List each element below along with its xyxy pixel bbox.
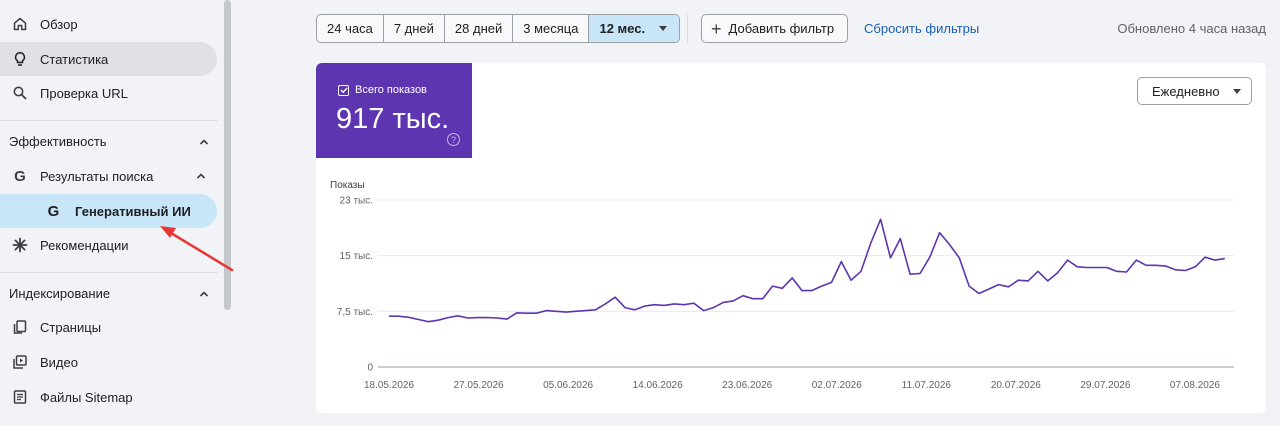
x-tick-label: 29.07.2026 (1080, 380, 1130, 391)
granularity-value: Ежедневно (1152, 83, 1220, 99)
x-tick-label: 23.06.2026 (722, 380, 772, 391)
section-title: Эффективность (9, 134, 107, 149)
add-filter-label: Добавить фильтр (728, 21, 835, 36)
sidebar-item-label: Генеративный ИИ (75, 203, 191, 219)
annotation-arrow (160, 226, 234, 272)
google-g-icon: G (14, 167, 26, 185)
series-line-impressions (389, 218, 1225, 323)
checkbox-checked-icon[interactable] (338, 84, 349, 96)
sidebar-item-recommendations[interactable]: Рекомендации (0, 228, 129, 262)
sidebar-item-generative-ai[interactable]: G Генеративный ИИ (0, 194, 217, 228)
x-tick-label: 02.07.2026 (812, 380, 862, 391)
metric-label-row: Всего показов (338, 84, 427, 96)
sidebar: Обзор Статистика Проверка URL Эффективно… (0, 0, 232, 426)
x-tick-label: 07.08.2026 (1170, 380, 1220, 391)
x-tick-label: 14.06.2026 (633, 380, 683, 391)
date-range-selector: 24 часа 7 дней 28 дней 3 месяца 12 мес. (316, 14, 681, 43)
sidebar-item-label: Видео (40, 354, 78, 370)
sidebar-scrollbar[interactable] (224, 0, 231, 310)
help-icon[interactable]: ? (447, 133, 460, 146)
y-tick-label: 0 (367, 363, 373, 374)
sidebar-item-label: Рекомендации (40, 237, 129, 253)
range-12m-label: 12 мес. (599, 21, 646, 36)
sidebar-item-label: Проверка URL (40, 85, 128, 101)
sitemap-icon (0, 389, 40, 405)
granularity-dropdown[interactable]: Ежедневно (1137, 77, 1252, 105)
x-tick-label: 18.05.2026 (364, 380, 414, 391)
metric-total-impressions[interactable]: Всего показов 917 тыс. ? (316, 63, 472, 158)
plus-icon: + (711, 18, 722, 39)
sidebar-item-label: Страницы (40, 319, 102, 335)
metric-label: Всего показов (355, 84, 427, 96)
sidebar-item-url-check[interactable]: Проверка URL (0, 76, 128, 110)
home-icon (0, 16, 40, 32)
sidebar-item-label: Обзор (40, 16, 78, 32)
sidebar-item-stats[interactable]: Статистика (0, 42, 217, 76)
sidebar-item-label: Статистика (40, 51, 109, 67)
x-tick-label: 20.07.2026 (991, 380, 1041, 391)
range-24h[interactable]: 24 часа (317, 15, 384, 42)
caret-down-icon (659, 26, 668, 31)
x-tick-label: 11.07.2026 (902, 380, 952, 391)
x-tick-label: 05.06.2026 (543, 380, 593, 391)
sidebar-item-video[interactable]: Видео (0, 345, 78, 379)
section-indexing[interactable]: Индексирование (9, 286, 209, 301)
impressions-chart: Показы 23 тыс. 15 тыс. 7,5 тыс. 0 18.05.202… (330, 180, 1234, 391)
chevron-up-icon (199, 138, 209, 145)
performance-card: Всего показов 917 тыс. ? Ежедневно Показ… (316, 63, 1266, 413)
sidebar-item-overview[interactable]: Обзор (0, 7, 78, 41)
add-filter-button[interactable]: + Добавить фильтр (701, 14, 849, 43)
toolbar-divider (687, 14, 688, 43)
metric-value: 917 тыс. (336, 103, 450, 135)
y-axis-label: Показы (330, 180, 365, 191)
google-g-icon: G (47, 202, 60, 220)
lightbulb-icon (0, 51, 40, 67)
range-3m[interactable]: 3 месяца (513, 15, 590, 42)
search-icon (0, 85, 40, 101)
asterisk-icon (0, 237, 40, 253)
y-tick-label: 23 тыс. (340, 196, 373, 207)
caret-down-icon (1233, 88, 1241, 94)
sidebar-item-label: Результаты поиска (40, 168, 154, 184)
pages-icon (0, 319, 40, 335)
range-28d[interactable]: 28 дней (445, 15, 514, 42)
sidebar-divider (0, 120, 218, 121)
section-performance[interactable]: Эффективность (9, 134, 209, 149)
updated-status: Обновлено 4 часа назад (1117, 21, 1266, 36)
chevron-up-icon (196, 173, 206, 179)
sidebar-item-pages[interactable]: Страницы (0, 310, 101, 344)
sidebar-item-search-results[interactable]: G Результаты поиска (0, 159, 217, 193)
section-title: Индексирование (9, 286, 111, 301)
range-7d[interactable]: 7 дней (384, 15, 445, 42)
reset-filters-link[interactable]: Сбросить фильтры (864, 21, 980, 36)
sidebar-item-sitemaps[interactable]: Файлы Sitemap (0, 380, 133, 414)
chevron-up-icon (199, 290, 209, 297)
y-tick-label: 7,5 тыс. (337, 307, 373, 318)
video-icon (0, 354, 40, 370)
x-tick-label: 27.05.2026 (454, 380, 504, 391)
sidebar-item-label: Файлы Sitemap (40, 389, 133, 405)
y-tick-label: 15 тыс. (340, 251, 373, 262)
range-12m[interactable]: 12 мес. (589, 15, 680, 42)
sidebar-divider (0, 272, 218, 273)
